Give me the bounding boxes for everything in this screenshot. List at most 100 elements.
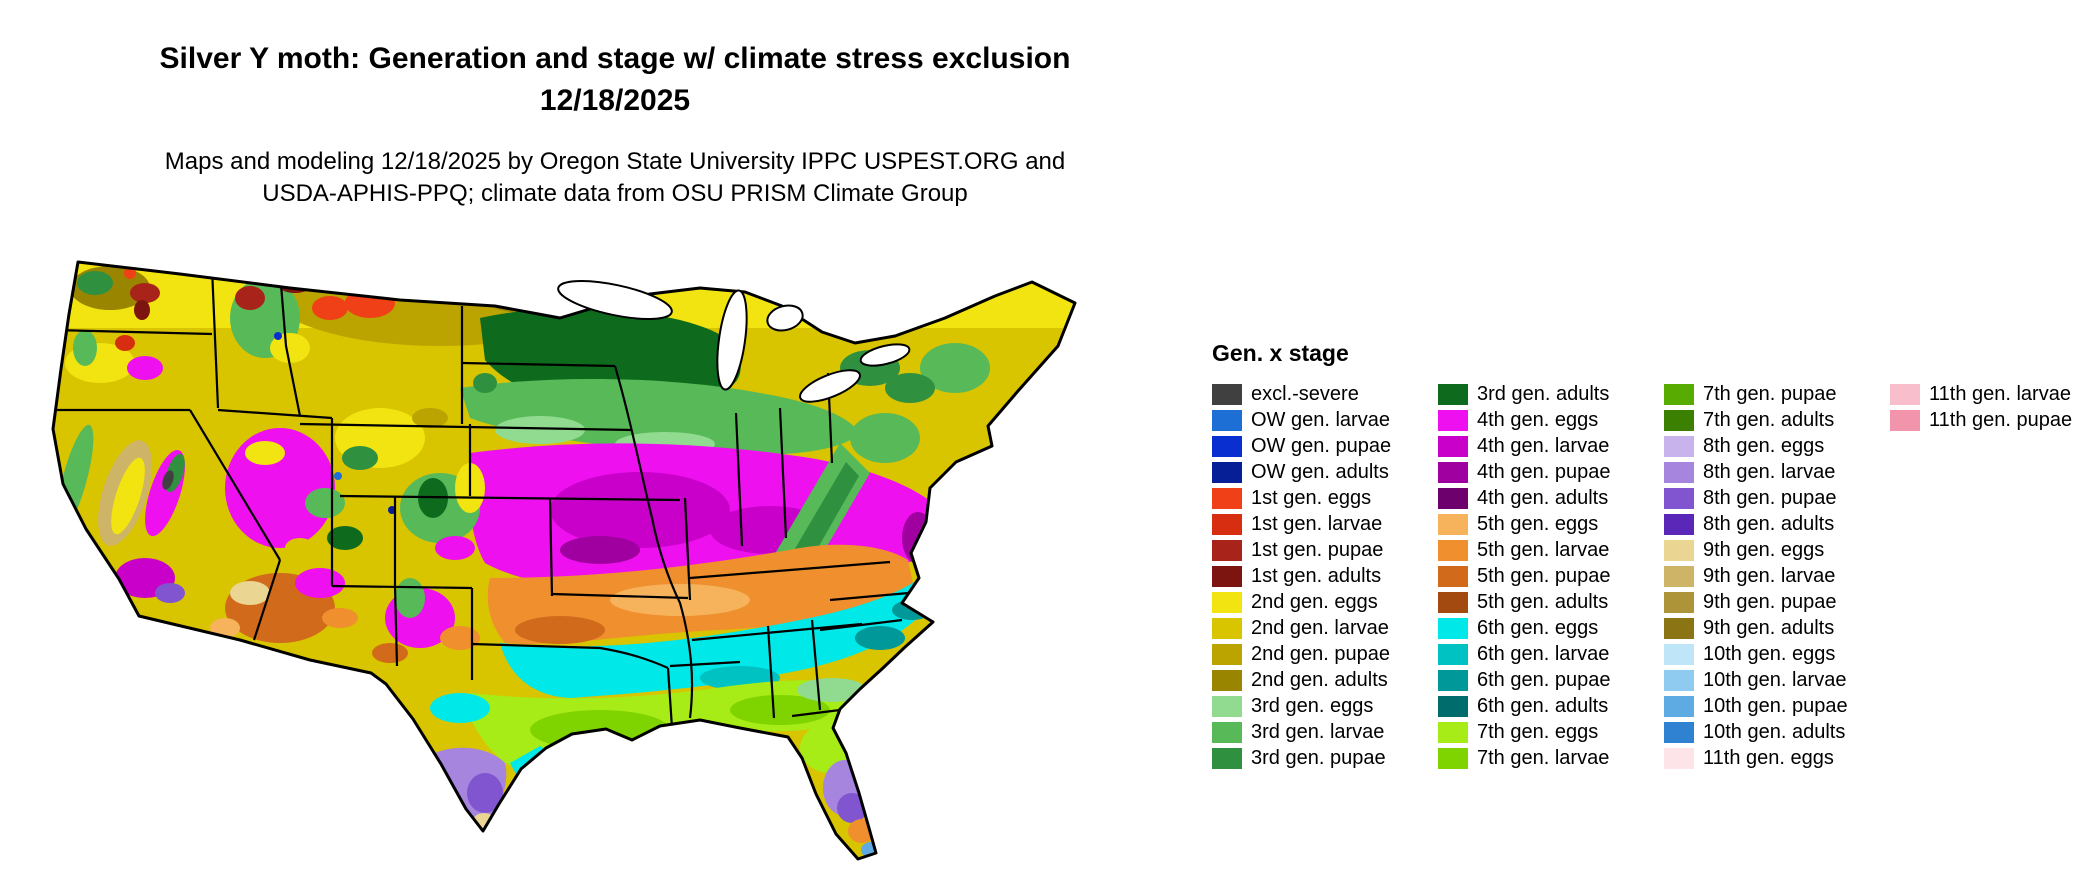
legend-label: 3rd gen. eggs xyxy=(1251,694,1374,717)
patch-orange-dark xyxy=(515,616,605,644)
legend-swatch xyxy=(1664,747,1694,769)
legend-label: 3rd gen. pupae xyxy=(1251,746,1386,769)
legend-item: 8th gen. pupae xyxy=(1664,485,1890,511)
legend-item: 5th gen. eggs xyxy=(1438,511,1664,537)
legend-label: 4th gen. adults xyxy=(1477,486,1609,509)
legend-swatch xyxy=(1664,539,1694,561)
legend-label: 7th gen. pupae xyxy=(1703,382,1837,405)
patch-nm-green xyxy=(395,578,425,618)
lake-erie xyxy=(799,369,861,403)
patch-ut-gold xyxy=(285,538,315,558)
patch-ow-dot-2 xyxy=(334,472,342,480)
legend: Gen. x stage excl.-severe OW gen. larvae O… xyxy=(1212,340,2072,771)
legend-swatch xyxy=(1438,643,1468,665)
legend-label: 9th gen. pupae xyxy=(1703,590,1837,613)
legend-swatch xyxy=(1438,435,1468,457)
patch-blackhills xyxy=(473,373,497,393)
patch-id-yellow xyxy=(270,333,310,363)
legend-swatch xyxy=(1438,383,1468,405)
patch-az-orange xyxy=(322,608,358,628)
header: Silver Y moth: Generation and stage w/ c… xyxy=(60,38,1170,211)
legend-label: 7th gen. eggs xyxy=(1477,720,1599,743)
legend-label: 5th gen. larvae xyxy=(1477,538,1610,561)
legend-label: 9th gen. adults xyxy=(1703,616,1835,639)
legend-swatch xyxy=(1438,539,1468,561)
legend-label: 8th gen. larvae xyxy=(1703,460,1836,483)
legend-swatch xyxy=(1664,487,1694,509)
legend-item: 1st gen. adults xyxy=(1212,563,1438,589)
legend-label: 10th gen. larvae xyxy=(1703,668,1847,691)
subtitle: Maps and modeling 12/18/2025 by Oregon S… xyxy=(60,146,1170,211)
patch-ca-valley-yellow xyxy=(111,457,145,535)
legend-swatch xyxy=(1212,747,1242,769)
legend-column: excl.-severe OW gen. larvae OW gen. pupae O… xyxy=(1212,381,1438,771)
legend-label: excl.-severe xyxy=(1251,382,1359,405)
patch-fl-deeppurple xyxy=(837,793,867,823)
patch-or-red xyxy=(115,335,135,351)
legend-item: 8th gen. eggs xyxy=(1664,433,1890,459)
legend-label: 2nd gen. larvae xyxy=(1251,616,1389,639)
legend-item: 2nd gen. eggs xyxy=(1212,589,1438,615)
lake-michigan xyxy=(716,289,748,391)
legend-label: 6th gen. eggs xyxy=(1477,616,1599,639)
legend-label: 4th gen. eggs xyxy=(1477,408,1599,431)
patch-teal-coast xyxy=(855,626,905,650)
patch-ow-dot-1 xyxy=(274,332,282,340)
legend-label: 11th gen. eggs xyxy=(1703,746,1834,769)
legend-swatch xyxy=(1890,383,1920,405)
legend-label: 1st gen. pupae xyxy=(1251,538,1384,561)
map-fill-layers xyxy=(53,262,1075,859)
legend-item: 10th gen. pupae xyxy=(1664,693,1890,719)
legend-label: 1st gen. larvae xyxy=(1251,512,1383,535)
legend-item: 5th gen. pupae xyxy=(1438,563,1664,589)
legend-label: 1st gen. adults xyxy=(1251,564,1382,587)
legend-swatch xyxy=(1664,695,1694,717)
patch-wy-gold xyxy=(412,408,448,428)
patch-sca-purple xyxy=(155,583,185,603)
legend-item: 9th gen. adults xyxy=(1664,615,1890,641)
legend-label: 5th gen. adults xyxy=(1477,590,1609,613)
legend-label: OW gen. pupae xyxy=(1251,434,1392,457)
patch-upstate-green xyxy=(885,373,935,403)
patch-az-lightorange xyxy=(210,618,240,638)
legend-swatch xyxy=(1212,383,1242,405)
patch-coastalplain-lightgreen xyxy=(797,678,867,702)
legend-label: 3rd gen. larvae xyxy=(1251,720,1385,743)
patch-channel-island xyxy=(97,700,103,706)
patch-pa-green xyxy=(850,413,920,463)
legend-swatch xyxy=(1664,721,1694,743)
legend-swatch xyxy=(1212,591,1242,613)
legend-columns: excl.-severe OW gen. larvae OW gen. pupae O… xyxy=(1212,381,2072,771)
legend-label: 4th gen. larvae xyxy=(1477,434,1610,457)
legend-item: 7th gen. adults xyxy=(1664,407,1890,433)
legend-swatch xyxy=(1212,617,1242,639)
subtitle-line-1: Maps and modeling 12/18/2025 by Oregon S… xyxy=(164,148,1066,175)
legend-swatch xyxy=(1438,591,1468,613)
us-generation-stage-map xyxy=(40,248,1160,880)
legend-swatch xyxy=(1438,747,1468,769)
legend-label: 11th gen. pupae xyxy=(1929,408,2073,431)
patch-ut-green xyxy=(305,488,345,518)
legend-label: 2nd gen. eggs xyxy=(1251,590,1378,613)
legend-swatch xyxy=(1438,617,1468,639)
legend-swatch xyxy=(1664,643,1694,665)
legend-column: 3rd gen. adults 4th gen. eggs 4th gen. lar… xyxy=(1438,381,1664,771)
legend-label: 2nd gen. pupae xyxy=(1251,642,1391,665)
legend-label: 8th gen. adults xyxy=(1703,512,1835,535)
legend-swatch xyxy=(1212,513,1242,535)
legend-swatch xyxy=(1664,565,1694,587)
legend-item: 8th gen. adults xyxy=(1664,511,1890,537)
legend-item: 9th gen. eggs xyxy=(1664,537,1890,563)
legend-item: 7th gen. eggs xyxy=(1438,719,1664,745)
legend-item: 11th gen. eggs xyxy=(1664,745,1890,771)
patch-stexas-deeppurple xyxy=(467,773,503,813)
legend-label: 9th gen. larvae xyxy=(1703,564,1836,587)
patch-wa-red-dot xyxy=(124,267,136,279)
subtitle-line-2: USDA-APHIS-PPQ; climate data from OSU PR… xyxy=(262,180,968,208)
legend-item: 9th gen. pupae xyxy=(1664,589,1890,615)
legend-label: 7th gen. larvae xyxy=(1477,746,1610,769)
legend-swatch xyxy=(1438,695,1468,717)
legend-item: 1st gen. eggs xyxy=(1212,485,1438,511)
patch-wa-cascades-darkred xyxy=(134,300,150,320)
legend-item: 2nd gen. pupae xyxy=(1212,641,1438,667)
